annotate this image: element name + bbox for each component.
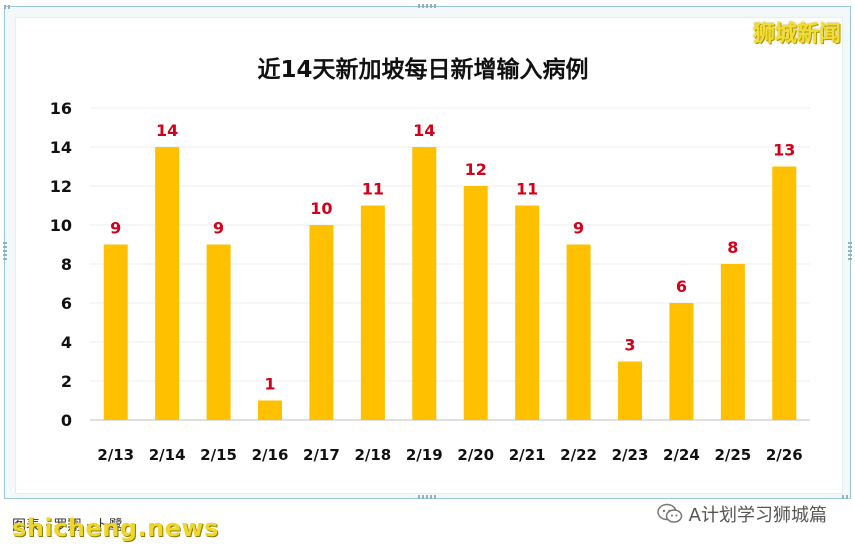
- resize-handle-bottom[interactable]: [418, 495, 436, 499]
- bar-2/17[interactable]: [309, 225, 334, 420]
- bar-2/14[interactable]: [155, 147, 180, 420]
- y-tick-label: 2: [61, 372, 72, 391]
- bar-2/19[interactable]: [412, 147, 437, 420]
- data-label: 9: [573, 219, 584, 238]
- bar-2/23[interactable]: [618, 361, 642, 421]
- bar-2/21[interactable]: [515, 205, 540, 421]
- x-tick-label: 2/15: [200, 446, 237, 464]
- x-tick-label: 2/13: [97, 446, 134, 464]
- data-label: 8: [727, 238, 738, 257]
- x-tick-label: 2/26: [766, 446, 803, 464]
- x-tick-label: 2/20: [457, 446, 494, 464]
- x-tick-label: 2/24: [663, 446, 700, 464]
- y-tick-label: 6: [61, 294, 72, 313]
- bar-2/18[interactable]: [360, 205, 385, 421]
- y-tick-label: 16: [50, 99, 72, 118]
- resize-handle-left[interactable]: [3, 242, 7, 260]
- bar-2/22[interactable]: [566, 244, 591, 421]
- footer-caption: 图表 · 罗翔 · 卜鹭: [12, 518, 123, 534]
- x-tick-label: 2/17: [303, 446, 340, 464]
- x-tick-label: 2/23: [612, 446, 649, 464]
- data-label: 11: [516, 180, 538, 199]
- data-label: 9: [110, 219, 121, 238]
- bars: [103, 147, 797, 421]
- data-label: 13: [773, 141, 795, 160]
- grid-lines: [90, 107, 810, 421]
- resize-handle-corner-tl[interactable]: [4, 5, 10, 9]
- chart-title: 近14天新加坡每日新增输入病例: [257, 56, 588, 83]
- x-tick-label: 2/14: [149, 446, 186, 464]
- footer-site-logo[interactable]: shicheng.news: [12, 514, 219, 542]
- footer-account[interactable]: A计划学习狮城篇: [656, 501, 827, 527]
- x-tick-label: 2/16: [252, 446, 289, 464]
- y-tick-label: 12: [50, 177, 72, 196]
- y-tick-label: 14: [50, 138, 72, 157]
- bar-2/24[interactable]: [669, 303, 694, 420]
- data-label: 11: [362, 180, 384, 199]
- bar-2/16[interactable]: [258, 400, 282, 421]
- data-label: 14: [156, 121, 178, 140]
- resize-handle-right[interactable]: [848, 242, 852, 260]
- x-tick-label: 2/19: [406, 446, 443, 464]
- x-axis-ticks: 2/13 2/14 2/15 2/16 2/17 2/18 2/19 2/20 2/21 2/22…: [97, 446, 802, 464]
- data-labels: 9 14 9 1 10 11 14 12 11 9 3 6 8 13: [110, 121, 795, 394]
- y-tick-label: 8: [61, 255, 72, 274]
- data-label: 12: [465, 160, 487, 179]
- wechat-icon: [656, 503, 683, 525]
- bar-2/20[interactable]: [463, 186, 488, 420]
- data-label: 9: [213, 219, 224, 238]
- data-label: 10: [310, 199, 332, 218]
- data-label: 1: [264, 375, 275, 394]
- y-tick-label: 10: [50, 216, 72, 235]
- x-tick-label: 2/22: [560, 446, 597, 464]
- y-tick-label: 4: [61, 333, 72, 352]
- bar-2/25[interactable]: [720, 264, 745, 420]
- y-axis-ticks: 0 2 4 6 8 10 12 14 16: [50, 99, 72, 430]
- resize-handle-top[interactable]: [418, 4, 436, 8]
- bar-2/26[interactable]: [772, 166, 797, 421]
- x-tick-label: 2/21: [509, 446, 546, 464]
- resize-handle-corner-br[interactable]: [842, 495, 848, 499]
- bar-2/13[interactable]: [103, 244, 128, 421]
- x-tick-label: 2/18: [354, 446, 391, 464]
- x-tick-label: 2/25: [714, 446, 751, 464]
- account-name: A计划学习狮城篇: [688, 505, 827, 526]
- watermark-logo: 狮城新闻: [752, 22, 841, 47]
- y-tick-label: 0: [61, 411, 72, 430]
- bar-2/15[interactable]: [206, 244, 231, 421]
- data-label: 3: [624, 336, 635, 355]
- data-label: 14: [413, 121, 435, 140]
- data-label: 6: [676, 277, 687, 296]
